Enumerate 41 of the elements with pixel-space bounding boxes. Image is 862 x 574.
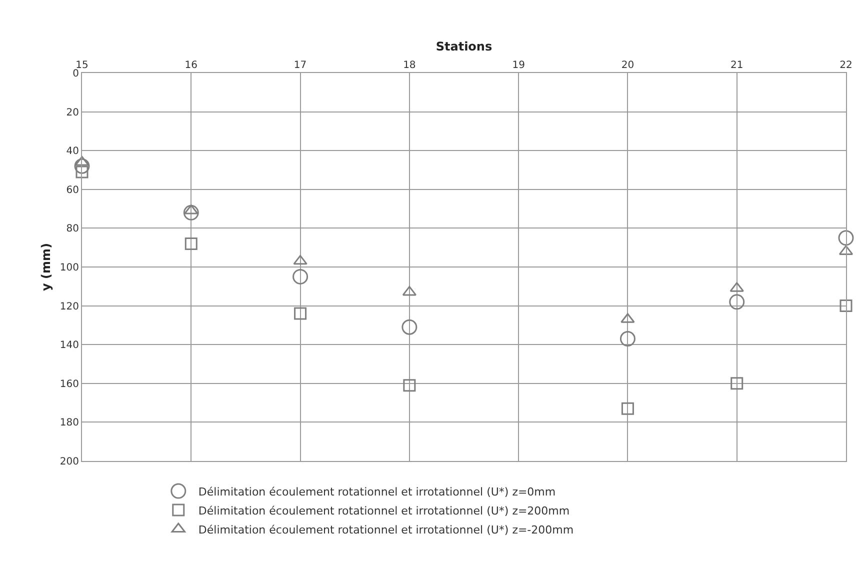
y-tick-label: 160 bbox=[60, 378, 79, 390]
legend-label: Délimitation écoulement rotationnel et irrotationnel (U*) z=200mm bbox=[198, 504, 570, 518]
x-tick-label: 19 bbox=[512, 60, 525, 71]
point bbox=[620, 331, 636, 347]
point bbox=[184, 237, 198, 250]
y-tick-label: 100 bbox=[60, 262, 79, 274]
y-tick-label: 120 bbox=[60, 301, 79, 312]
x-tick-label: 18 bbox=[403, 60, 416, 71]
point bbox=[729, 294, 745, 310]
point bbox=[402, 286, 417, 296]
y-tick-label: 40 bbox=[66, 146, 79, 158]
x-tick-label: 16 bbox=[184, 60, 198, 71]
y-tick-label: 0 bbox=[72, 68, 79, 80]
x-tick-label: 21 bbox=[730, 60, 744, 71]
point bbox=[74, 156, 90, 166]
point bbox=[292, 268, 308, 284]
point bbox=[621, 402, 634, 415]
point bbox=[74, 158, 90, 174]
y-tick-label: 200 bbox=[60, 456, 79, 468]
x-tick-label: 22 bbox=[840, 60, 852, 71]
y-tick-label: 60 bbox=[66, 184, 79, 196]
point bbox=[840, 300, 852, 312]
point bbox=[293, 254, 308, 265]
x-tick-label: 17 bbox=[294, 60, 307, 71]
legend-label: Délimitation écoulement rotationnel et irrotationnel (U*) z=-200mm bbox=[198, 523, 574, 536]
x-tick-label: 20 bbox=[621, 60, 634, 71]
y-tick-label: 180 bbox=[60, 418, 79, 429]
point bbox=[76, 166, 88, 178]
point bbox=[402, 319, 418, 335]
y-tick-label: 140 bbox=[60, 340, 79, 352]
y-tick-label: 80 bbox=[66, 224, 79, 235]
y-axis-title: y (mm) bbox=[39, 243, 54, 291]
y-tick-label: 20 bbox=[66, 107, 79, 118]
x-axis-title: Stations bbox=[436, 39, 492, 54]
point bbox=[730, 377, 744, 390]
point bbox=[183, 204, 199, 220]
point bbox=[838, 230, 854, 246]
point bbox=[184, 204, 198, 214]
point bbox=[403, 379, 416, 392]
legend-label: Délimitation écoulement rotationnel et irrotationnel (U*) z=0mm bbox=[198, 485, 556, 498]
point bbox=[294, 307, 307, 320]
